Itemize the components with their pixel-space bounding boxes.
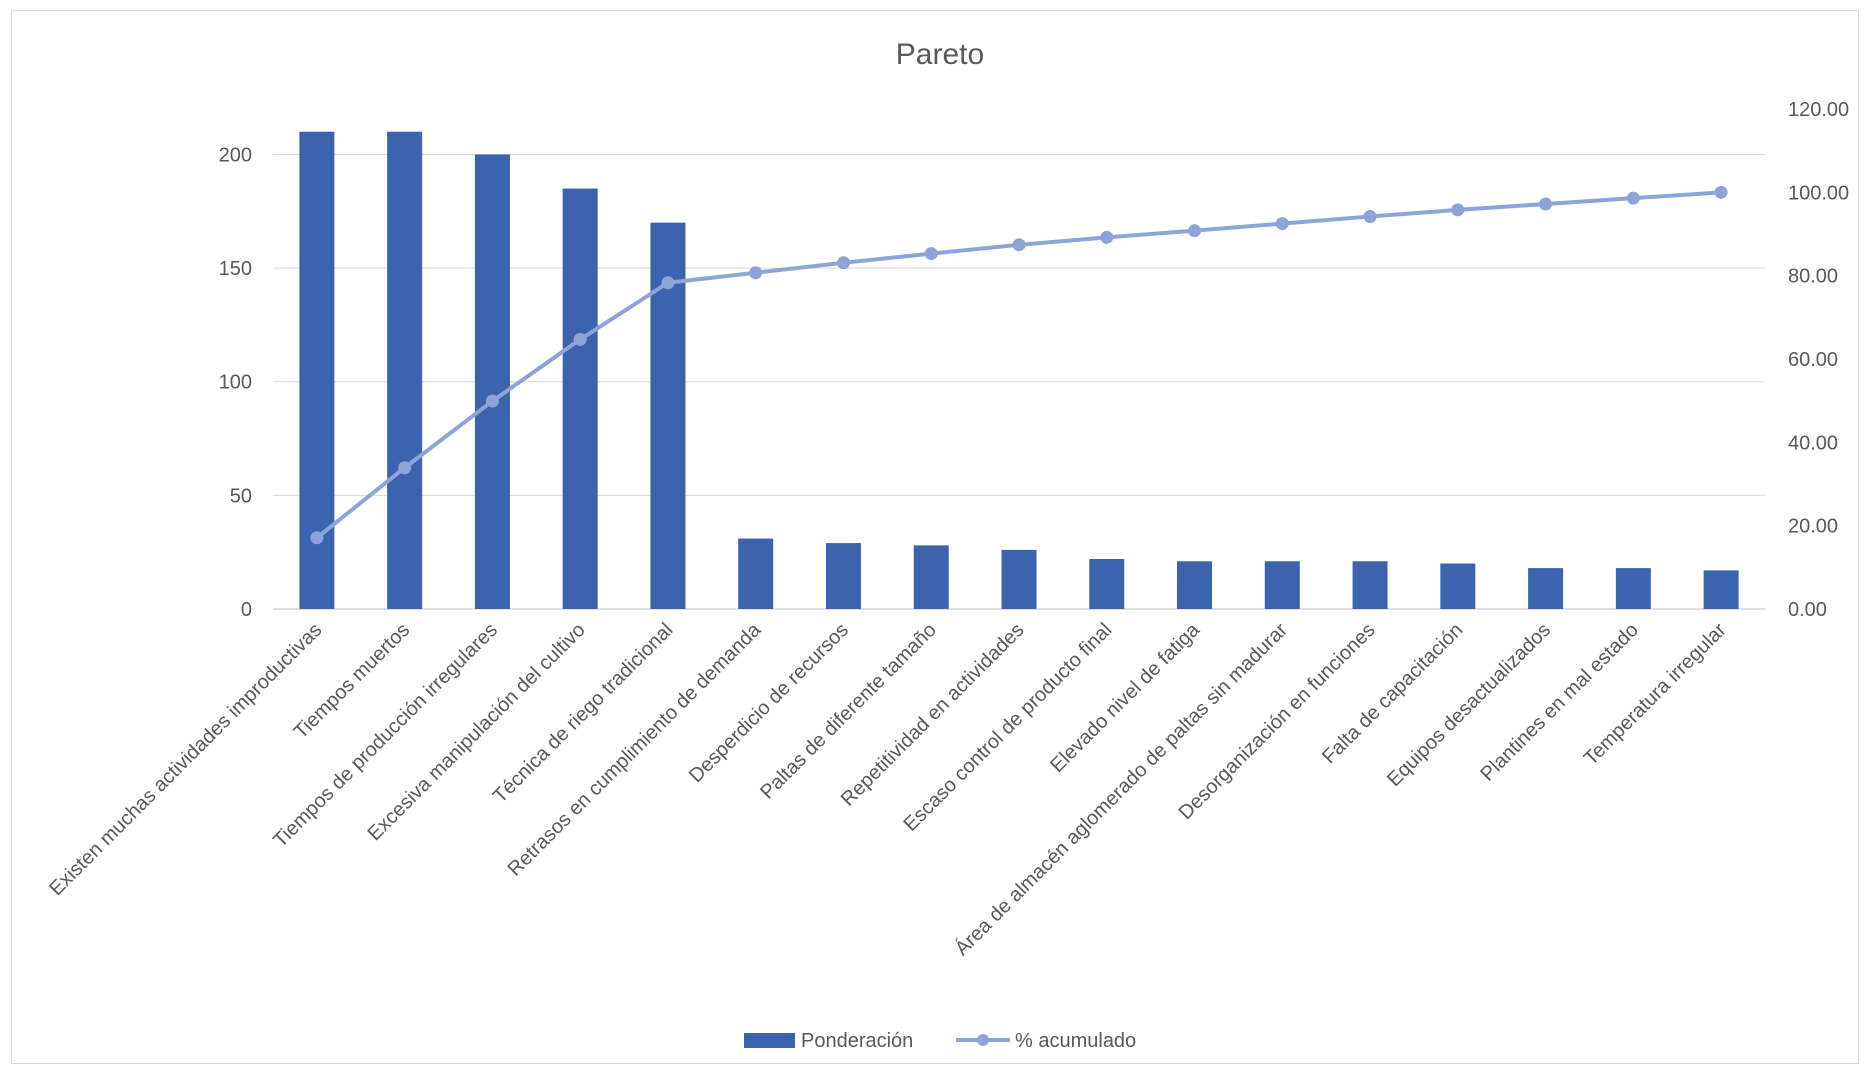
line-point [1012,238,1026,252]
bar [738,538,774,609]
bar [913,545,949,609]
secondary-y-tick-label: 60.00 [1788,349,1838,371]
line-point [1275,217,1289,231]
primary-y-tick-label: 200 [219,144,252,166]
legend-marker-acumulado [977,1034,989,1046]
line-point [924,247,938,261]
bar [474,154,510,610]
bar [1089,559,1125,609]
bar [825,543,861,609]
secondary-y-tick-label: 80.00 [1788,266,1838,288]
category-label: Paltas de diferente tamaño [756,619,941,804]
secondary-y-tick-label: 100.00 [1788,182,1849,204]
bar [1352,561,1388,609]
primary-y-axis: 0 50 100 150 200 [219,144,252,621]
category-label: Existen muchas actividades improductivas [45,619,326,900]
line-point [485,394,499,408]
legend-label-acumulado: % acumulado [1015,1030,1136,1052]
line-point [1714,185,1728,199]
line-point [749,266,763,280]
bar-series [299,131,1739,610]
bar [1264,561,1300,609]
line-point [398,461,412,475]
line-point [1626,191,1640,205]
primary-y-tick-label: 0 [241,599,252,621]
primary-y-tick-label: 100 [219,372,252,394]
bar [1615,568,1651,609]
category-label: Desperdicio de recursos [685,619,853,787]
secondary-y-tick-label: 120.00 [1788,99,1849,121]
bar [1528,568,1564,609]
line-point [310,531,324,545]
line-point [573,332,587,346]
line-series [310,185,1728,545]
line-point [1451,203,1465,217]
category-label: Área de almacén aglomerado de paltas sin… [950,618,1292,960]
category-axis: Existen muchas actividades improductivas… [45,618,1731,960]
chart-title: Pareto [896,38,984,71]
legend: Ponderación % acumulado [744,1030,1136,1052]
bar [1440,563,1476,609]
secondary-y-tick-label: 0.00 [1788,599,1827,621]
legend-label-ponderacion: Ponderación [801,1030,913,1052]
line-point [661,276,675,290]
line-point [1363,210,1377,223]
line-point [1100,230,1114,244]
primary-y-tick-label: 150 [219,258,252,280]
bar [387,131,423,609]
bar [1001,549,1037,609]
primary-y-tick-label: 50 [230,485,252,507]
category-label: Técnica de riego tradicional [489,619,678,808]
legend-swatch-ponderacion [744,1033,795,1048]
category-label: Elevado nivel de fatiga [1046,618,1204,776]
bar [1177,561,1213,609]
line-point [836,256,850,270]
secondary-y-axis: 0.00 20.00 40.00 60.00 80.00 100.00 120.00 [1788,99,1849,621]
bar [1703,570,1739,609]
category-label: Repetitividad en actividades [837,619,1029,811]
secondary-y-tick-label: 20.00 [1788,516,1838,538]
secondary-y-tick-label: 40.00 [1788,432,1838,454]
line-point [1539,197,1553,211]
category-label: Temperatura irregular [1580,619,1731,770]
category-label: Plantines en mal estado [1476,619,1643,786]
bar [562,188,598,609]
line-point [1188,224,1202,238]
category-label: Equipos desactualizados [1383,619,1555,791]
